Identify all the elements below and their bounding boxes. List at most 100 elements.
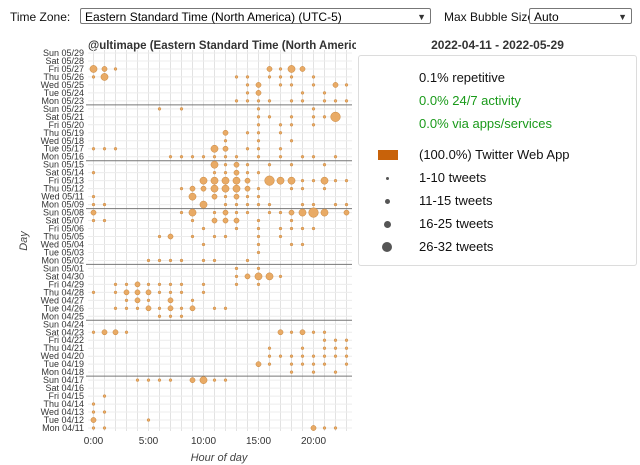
bubble bbox=[278, 210, 283, 215]
bubble bbox=[299, 66, 306, 72]
bubble bbox=[102, 410, 107, 414]
bubble bbox=[256, 282, 261, 287]
bubble bbox=[344, 354, 349, 358]
y-tick-label: Tue 04/19 bbox=[44, 359, 84, 369]
bubble bbox=[212, 171, 217, 175]
bubble bbox=[233, 217, 240, 224]
bubble bbox=[311, 370, 316, 374]
bubble bbox=[89, 65, 98, 73]
bubble bbox=[333, 202, 338, 207]
bubble bbox=[276, 176, 285, 185]
bubble bbox=[223, 194, 228, 199]
bubble bbox=[124, 306, 129, 310]
bubble bbox=[245, 83, 250, 87]
bubble bbox=[265, 272, 274, 281]
y-tick-label: Sun 05/29 bbox=[43, 48, 84, 58]
bubble bbox=[91, 171, 96, 175]
bubble bbox=[91, 426, 96, 430]
bubble-size-select[interactable]: Auto ▼ bbox=[529, 8, 632, 24]
y-tick-label: Wed 04/27 bbox=[41, 295, 84, 305]
bubble bbox=[179, 290, 184, 295]
bubble bbox=[287, 176, 296, 185]
bubble bbox=[278, 67, 283, 71]
x-tick-label: 20:00 bbox=[301, 436, 326, 447]
bubble bbox=[311, 107, 316, 111]
bubble bbox=[256, 115, 261, 119]
bubble bbox=[289, 242, 294, 247]
bubble bbox=[212, 155, 217, 159]
bubble bbox=[311, 202, 316, 207]
bubble bbox=[244, 177, 251, 184]
bubble bbox=[146, 282, 151, 287]
bubble bbox=[189, 305, 196, 312]
y-tick-label: Fri 04/22 bbox=[48, 335, 84, 345]
bubble bbox=[134, 297, 141, 304]
bubble bbox=[245, 202, 250, 207]
chart-title: @ultimape (Eastern Standard Time (North … bbox=[88, 40, 356, 52]
y-tick-label: Thu 05/26 bbox=[43, 72, 84, 82]
bubble bbox=[245, 99, 250, 103]
bubble bbox=[333, 99, 338, 103]
bubble bbox=[344, 202, 349, 207]
stat-repetitive: 0.1% repetitive bbox=[419, 70, 505, 85]
bubble bbox=[102, 394, 107, 398]
timezone-select[interactable]: Eastern Standard Time (North America) (U… bbox=[80, 8, 431, 24]
bubble bbox=[254, 272, 263, 281]
y-tick-label: Tue 04/12 bbox=[44, 415, 84, 425]
legend-label: 16-25 tweets bbox=[419, 216, 494, 231]
bubble bbox=[311, 354, 316, 358]
bubble bbox=[91, 402, 96, 406]
bubbles bbox=[89, 65, 350, 431]
bubble bbox=[287, 65, 296, 73]
bubble bbox=[233, 193, 240, 200]
bubble bbox=[289, 75, 294, 79]
bubble bbox=[256, 194, 261, 199]
bubble bbox=[135, 306, 140, 310]
bubble bbox=[311, 362, 316, 366]
bubble bbox=[222, 129, 229, 136]
y-tick-label: Sun 04/17 bbox=[43, 375, 84, 385]
controls-bar: Time Zone: Eastern Standard Time (North … bbox=[0, 0, 640, 34]
bubble bbox=[300, 99, 305, 103]
bubble bbox=[256, 123, 261, 127]
legend-item-twitter-web-app: (100.0%) Twitter Web App bbox=[359, 145, 638, 165]
chevron-down-icon: ▼ bbox=[618, 12, 627, 22]
bubble bbox=[267, 99, 272, 103]
y-tick-label: Tue 04/26 bbox=[44, 303, 84, 313]
bubble bbox=[212, 378, 217, 382]
bubble bbox=[245, 91, 250, 95]
bubble bbox=[289, 163, 294, 167]
bubble bbox=[113, 290, 118, 295]
x-axis-labels: 0:00 5:00 10:00 15:00 20:00 bbox=[84, 436, 327, 447]
bubble bbox=[278, 131, 283, 135]
bubble bbox=[199, 176, 208, 185]
y-tick-label: Fri 05/27 bbox=[48, 64, 84, 74]
bubble bbox=[91, 202, 96, 207]
bubble bbox=[102, 147, 107, 151]
bubble bbox=[167, 305, 174, 312]
bubble bbox=[256, 202, 261, 207]
bubble bbox=[344, 338, 349, 342]
bubble bbox=[256, 226, 261, 231]
bubble bbox=[310, 425, 317, 431]
bubble bbox=[300, 242, 305, 247]
y-tick-label: Mon 05/09 bbox=[41, 200, 84, 210]
bubble bbox=[146, 298, 151, 302]
bubble bbox=[320, 208, 329, 217]
punchcard-chart: @ultimape (Eastern Standard Time (North … bbox=[18, 40, 356, 464]
bubble bbox=[267, 210, 272, 215]
bubble bbox=[311, 330, 316, 334]
bubble bbox=[223, 202, 228, 207]
bubble bbox=[322, 99, 327, 103]
bubble bbox=[212, 306, 217, 310]
bubble bbox=[232, 184, 241, 193]
bubble bbox=[90, 209, 97, 216]
bubble bbox=[233, 161, 240, 168]
y-tick-label: Fri 05/20 bbox=[48, 120, 84, 130]
y-axis-title: Day bbox=[18, 230, 30, 251]
bubble bbox=[201, 290, 206, 295]
bubble bbox=[311, 155, 316, 159]
bubble bbox=[289, 83, 294, 87]
bubble-size-select-value: Auto bbox=[534, 10, 559, 24]
bubble bbox=[333, 426, 338, 430]
